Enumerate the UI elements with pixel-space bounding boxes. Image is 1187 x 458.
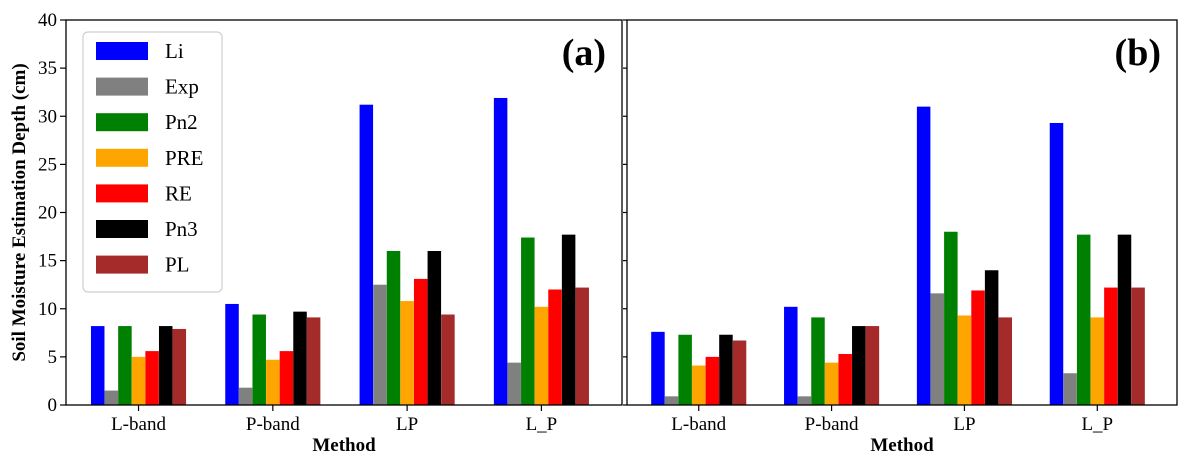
y-tick-label: 40 [38, 10, 57, 31]
bar-pn2-l-p [521, 237, 535, 405]
bar-pre-l-band [131, 356, 146, 406]
bar-li-p-band [784, 306, 798, 405]
legend-swatch-exp [96, 77, 148, 96]
x-tick-label: LP [396, 414, 418, 435]
legend-label-pre: PRE [165, 146, 204, 170]
bar-pn2-lp [386, 251, 401, 405]
bar-pre-l-band [691, 365, 706, 405]
bar-li-p-band [225, 303, 239, 405]
bar-pn3-l-p [1117, 234, 1132, 405]
bar-exp-l-band [104, 390, 119, 405]
panel-label: (a) [562, 32, 606, 74]
bar-pre-l-p [1090, 317, 1105, 405]
bar-re-lp [413, 278, 428, 405]
bar-exp-p-band [797, 396, 812, 405]
y-tick-label: 25 [38, 154, 57, 175]
bar-re-p-band [838, 353, 852, 405]
bar-pl-lp [998, 317, 1012, 405]
y-tick-label: 0 [48, 395, 58, 416]
y-tick-label: 15 [38, 251, 57, 272]
bar-li-l-band [90, 326, 105, 405]
bar-pn3-lp [427, 251, 442, 405]
panel-label: (b) [1115, 32, 1161, 74]
y-tick-label: 10 [38, 299, 57, 320]
bar-exp-lp [930, 293, 944, 405]
legend-swatch-pn2 [96, 113, 148, 132]
bar-re-p-band [279, 351, 294, 405]
bar-pn2-lp [944, 231, 958, 405]
bar-pn3-l-band [158, 326, 173, 405]
bar-pn2-p-band [252, 314, 266, 405]
bar-li-lp [916, 106, 931, 406]
bar-li-l-band [651, 331, 665, 405]
bar-pl-l-band [172, 328, 187, 405]
legend-label-exp: Exp [165, 75, 199, 99]
bar-pre-l-p [534, 306, 549, 405]
x-tick-label: P-band [246, 414, 300, 435]
y-axis-title: Soil Moisture Estimation Depth (cm) [9, 63, 30, 361]
panel-b: L-band P-band LP L_P Method (b) [623, 19, 1178, 456]
bar-pn3-p-band [852, 326, 866, 405]
bar-li-lp [359, 104, 374, 405]
bar-re-l-p [548, 289, 562, 405]
bar-pn2-l-band [678, 334, 692, 405]
legend-swatch-pl [96, 255, 148, 274]
legend-swatch-li [96, 42, 148, 60]
y-tick-label: 20 [38, 203, 57, 224]
bar-pl-p-band [865, 326, 880, 405]
bar-li-l-p [1049, 122, 1064, 406]
x-tick-label: LP [953, 414, 975, 435]
bar-pn3-p-band [293, 311, 307, 405]
bar-pl-p-band [306, 317, 321, 405]
legend-label-re: RE [165, 181, 192, 205]
bar-re-l-band [145, 351, 159, 405]
bar-pl-lp [441, 314, 455, 405]
bar-pre-lp [957, 315, 972, 405]
bar-exp-p-band [238, 387, 253, 405]
legend-label-li: Li [165, 39, 184, 63]
bar-pn2-p-band [811, 317, 825, 405]
x-tick-label: L-band [671, 414, 726, 435]
y-tick-label: 5 [48, 347, 58, 368]
legend-swatch-pre [96, 148, 148, 167]
x-tick-label: L-band [111, 414, 166, 435]
bar-pre-lp [400, 301, 414, 405]
bar-pl-l-p [575, 287, 589, 405]
legend-swatch-re [96, 184, 148, 203]
legend-label-pl: PL [165, 253, 190, 277]
bar-li-l-p [493, 97, 508, 406]
bar-exp-l-band [664, 396, 679, 405]
bar-exp-l-p [507, 362, 521, 405]
bar-pl-l-p [1131, 287, 1145, 405]
panel-a: 0 5 10 15 20 25 30 35 40 L-band P-band LP L_P Method S… [9, 10, 623, 456]
bar-pn3-l-p [561, 234, 576, 405]
bar-pn3-lp [984, 270, 999, 405]
x-tick-label: P-band [805, 414, 859, 435]
x-tick-label: L_P [526, 414, 558, 435]
bar-re-l-band [705, 356, 720, 406]
x-axis-title: Method [870, 435, 934, 456]
x-tick-label: L_P [1081, 414, 1113, 435]
bar-pl-l-band [732, 340, 747, 405]
bar-re-lp [971, 290, 985, 405]
legend-swatch-pn3 [96, 220, 148, 238]
bar-exp-l-p [1063, 373, 1077, 405]
bar-pn2-l-band [118, 326, 132, 405]
bar-pn3-l-band [719, 334, 733, 405]
x-axis-title: Method [312, 435, 376, 456]
legend-label-pn3: Pn3 [165, 217, 198, 241]
bar-re-l-p [1104, 287, 1118, 405]
bar-exp-lp [373, 284, 387, 405]
y-tick-label: 35 [38, 58, 57, 79]
bar-pre-p-band [824, 362, 839, 405]
bar-pn2-l-p [1076, 234, 1091, 405]
legend-label-pn2: Pn2 [165, 110, 198, 134]
bar-pre-p-band [266, 359, 280, 405]
y-tick-label: 30 [38, 106, 57, 127]
